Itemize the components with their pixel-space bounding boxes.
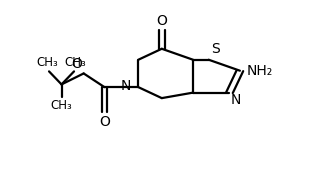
Text: O: O: [72, 57, 82, 71]
Text: CH₃: CH₃: [37, 56, 58, 69]
Text: O: O: [99, 115, 110, 129]
Text: NH₂: NH₂: [246, 64, 273, 78]
Text: N: N: [121, 79, 131, 93]
Text: O: O: [156, 14, 167, 28]
Text: S: S: [211, 42, 220, 56]
Text: CH₃: CH₃: [51, 100, 72, 112]
Text: N: N: [231, 93, 241, 107]
Text: CH₃: CH₃: [65, 56, 86, 69]
